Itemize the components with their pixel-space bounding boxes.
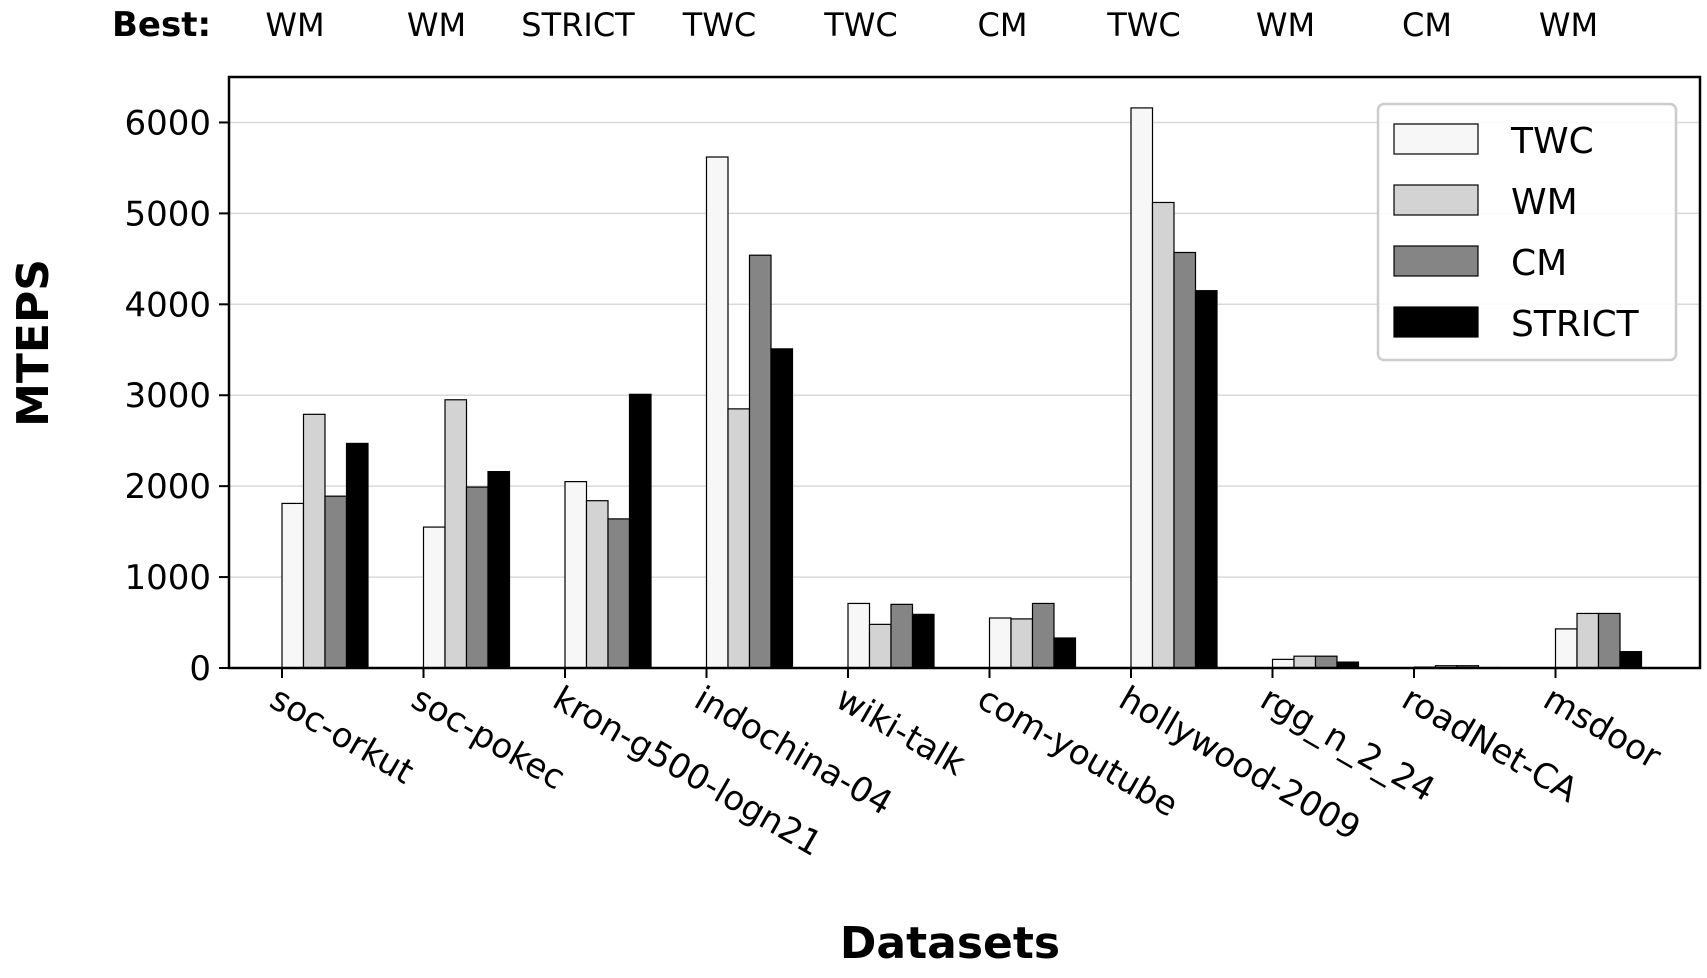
- y-tick-label: 5000: [124, 194, 211, 234]
- bar-twc-indochina-04: [705, 156, 729, 669]
- bar-strict-indochina-04: [770, 348, 794, 669]
- legend: TWC WM CM STRICT: [1376, 102, 1678, 362]
- bar-wm-soc-pokec: [444, 399, 468, 669]
- bar-twc-wiki-talk: [847, 602, 871, 669]
- best-title: Best:: [112, 5, 211, 45]
- bar-wm-wiki-talk: [868, 623, 892, 669]
- legend-label-twc: TWC: [1510, 121, 1594, 162]
- x-tick-label: hollywood-2009: [1112, 679, 1367, 849]
- best-label: CM: [978, 6, 1028, 44]
- legend-swatch-twc: [1393, 123, 1479, 155]
- bar-cm-msdoor: [1597, 612, 1621, 669]
- best-label: WM: [407, 6, 466, 44]
- bar-wm-msdoor: [1576, 612, 1600, 669]
- bars: [281, 107, 1643, 669]
- bar-cm-wiki-talk: [890, 603, 914, 669]
- bar-twc-kron-g500-logn21: [564, 481, 588, 669]
- bar-wm-indochina-04: [727, 408, 751, 669]
- legend-label-cm: CM: [1511, 243, 1567, 284]
- best-label: TWC: [1106, 6, 1181, 44]
- bar-strict-soc-pokec: [487, 471, 511, 669]
- bar-cm-com-youtube: [1031, 602, 1055, 669]
- legend-label-strict: STRICT: [1511, 304, 1640, 345]
- best-label: WM: [1256, 6, 1315, 44]
- bar-wm-kron-g500-logn21: [585, 500, 609, 669]
- x-tick-label: kron-g500-logn21: [546, 679, 828, 865]
- bar-strict-kron-g500-logn21: [628, 393, 652, 669]
- legend-swatch-cm: [1393, 245, 1479, 277]
- x-tick-label: soc-pokec: [405, 679, 572, 799]
- bar-twc-com-youtube: [988, 617, 1012, 669]
- bar-strict-soc-orkut: [345, 442, 369, 669]
- bar-twc-msdoor: [1554, 628, 1578, 669]
- bar-cm-indochina-04: [748, 254, 772, 669]
- bar-strict-com-youtube: [1053, 637, 1077, 669]
- y-tick-label: 1000: [124, 558, 211, 598]
- best-row: Best: WM WM STRICT TWC TWC CM TWC WM CM WM: [112, 5, 1598, 45]
- legend-box: [1376, 102, 1678, 362]
- legend-swatch-strict: [1393, 306, 1479, 338]
- bar-wm-hollywood-2009: [1151, 201, 1175, 669]
- best-label: CM: [1402, 6, 1452, 44]
- bar-cm-kron-g500-logn21: [607, 518, 631, 669]
- x-axis-ticks: soc-orkutsoc-pokeckron-g500-logn21indoch…: [263, 668, 1667, 865]
- x-tick-label: soc-orkut: [263, 679, 420, 793]
- bar-strict-msdoor: [1619, 651, 1643, 669]
- legend-label-wm: WM: [1511, 182, 1578, 223]
- bar-twc-soc-pokec: [422, 526, 446, 669]
- bar-strict-wiki-talk: [911, 613, 935, 669]
- bar-wm-com-youtube: [1010, 618, 1034, 669]
- bar-cm-hollywood-2009: [1173, 251, 1197, 669]
- best-label: WM: [1539, 6, 1598, 44]
- y-tick-label: 0: [189, 649, 211, 689]
- y-axis-ticks: 0 1000 2000 3000 4000 5000 6000: [124, 103, 229, 689]
- bar-twc-soc-orkut: [281, 502, 305, 669]
- best-label: TWC: [682, 6, 757, 44]
- best-label: WM: [265, 6, 324, 44]
- bar-strict-hollywood-2009: [1194, 290, 1218, 669]
- y-tick-label: 3000: [124, 376, 211, 416]
- legend-swatch-wm: [1393, 184, 1479, 216]
- bar-cm-soc-orkut: [324, 495, 348, 669]
- y-tick-label: 6000: [124, 103, 211, 143]
- y-tick-label: 2000: [124, 467, 211, 507]
- bar-cm-rgg-n-2-24: [1314, 655, 1338, 669]
- bar-twc-rgg-n-2-24: [1271, 658, 1295, 669]
- best-label: TWC: [823, 6, 898, 44]
- plot-frame: [227, 75, 1702, 670]
- x-axis-title: Datasets: [840, 918, 1060, 969]
- y-tick-label: 4000: [124, 285, 211, 325]
- bar-cm-soc-pokec: [465, 486, 489, 669]
- bar-wm-soc-orkut: [302, 413, 326, 669]
- bar-wm-rgg-n-2-24: [1293, 655, 1317, 669]
- y-axis-title: MTEPS: [8, 259, 59, 427]
- bar-twc-hollywood-2009: [1130, 107, 1154, 669]
- best-label: STRICT: [521, 6, 635, 44]
